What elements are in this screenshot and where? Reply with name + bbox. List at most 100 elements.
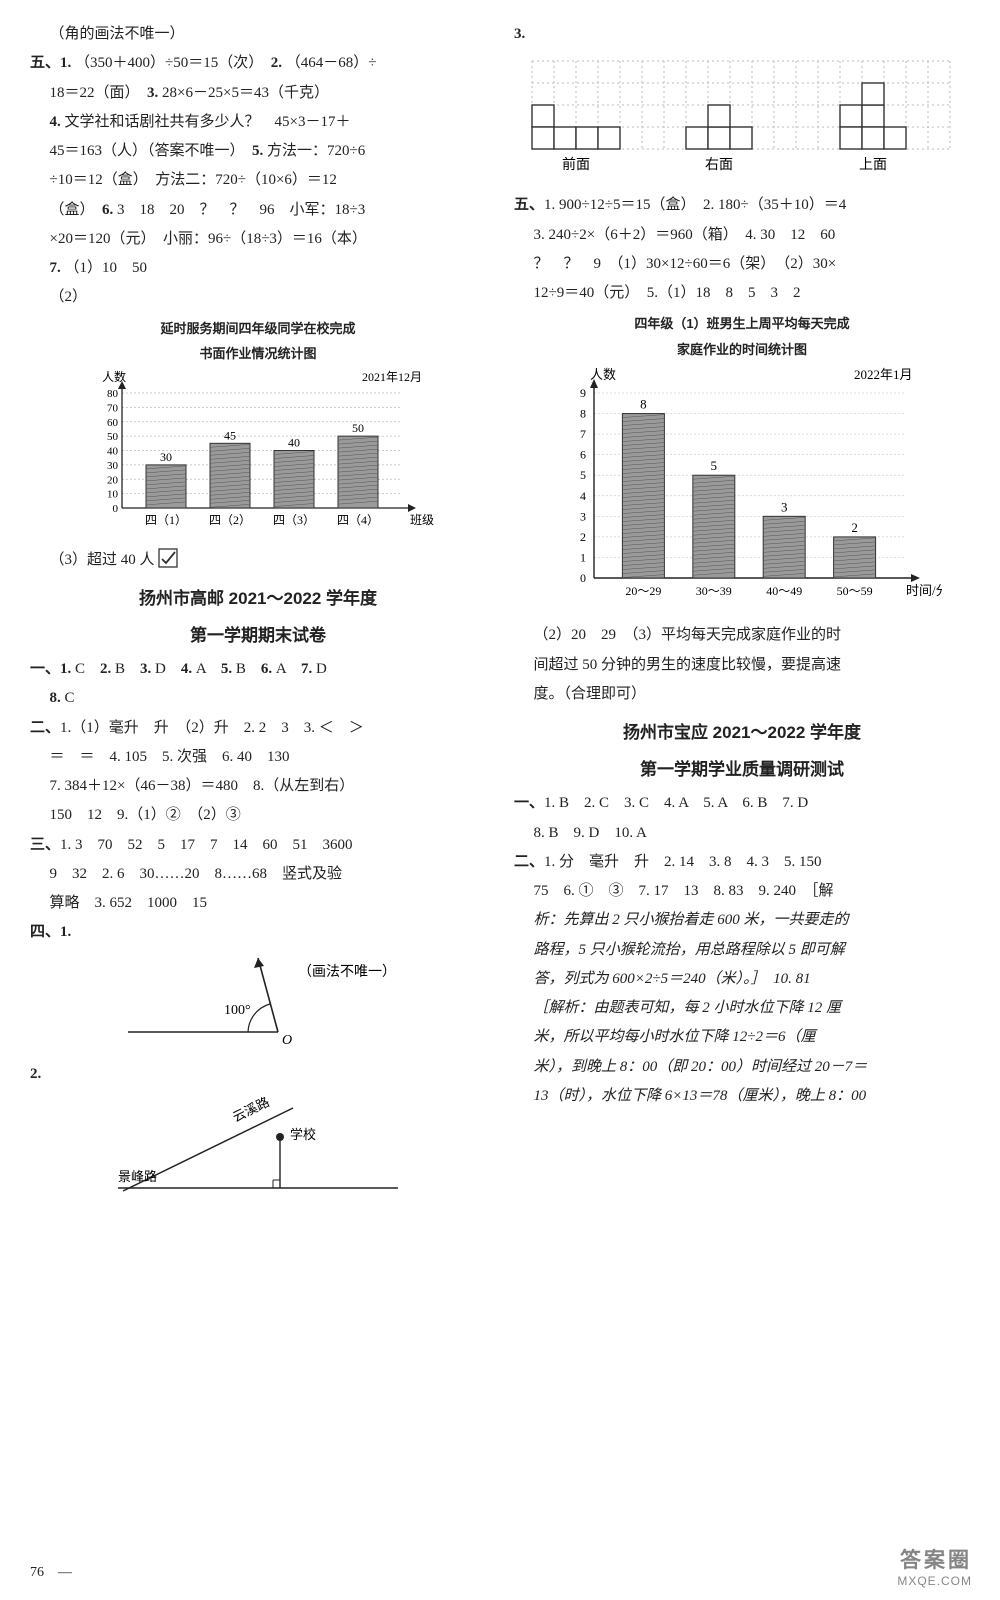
sec5-line4: 45＝163（人）（答案不唯一） 5. 方法一：720÷6 <box>30 137 486 166</box>
r5-label: 五、 <box>514 197 544 213</box>
by-s1-l1: 一、1. B 2. C 3. C 4. A 5. A 6. B 7. D <box>514 789 970 818</box>
svg-text:班级: 班级 <box>410 513 434 527</box>
gy-s3-l2: 9 32 2. 6 30……20 8……68 竖式及验 <box>30 860 486 889</box>
chart2: 0123456789820～29530～39340～49250～59人数2022… <box>542 363 942 613</box>
checkbox-icon <box>158 548 178 568</box>
q72-label: （2） <box>50 289 88 305</box>
svg-text:0: 0 <box>113 503 119 515</box>
by-s2-l4: 路程，5 只小猴轮流抬，用总路程除以 5 即可解 <box>514 936 970 965</box>
road-drawing: 云溪路 景峰路 学校 <box>98 1093 418 1203</box>
svg-text:20～29: 20～29 <box>625 584 661 598</box>
watermark: 答案圈 MXQE.COM <box>897 1548 972 1588</box>
gy2l1: 1.（1）毫升 升 （2）升 2. 2 3 3. ＜ ＞ <box>60 720 364 736</box>
sec5-line8: 7. （1）10 50 <box>30 254 486 283</box>
gy-s3-l1: 三、1. 3 70 52 5 17 7 14 60 51 3600 <box>30 831 486 860</box>
q5c: （盒） <box>50 202 88 218</box>
by-s2-l1: 二、1. 分 毫升 升 2. 14 3. 8 4. 3 5. 150 <box>514 848 970 877</box>
svg-text:45: 45 <box>224 428 236 442</box>
q2a: （464－68）÷ <box>286 55 377 71</box>
baoying-title1: 扬州市宝应 2021～2022 学年度 <box>514 719 970 746</box>
svg-text:右面: 右面 <box>705 157 733 173</box>
angle-note: （角的画法不唯一） <box>30 20 486 49</box>
q4a: 文学社和话剧社共有多少人？ 45×3－17＋ <box>65 114 351 130</box>
r-sec5-l2: 3. 240÷2×（6＋2）＝960（箱） 4. 30 12 60 <box>514 221 970 250</box>
svg-text:30: 30 <box>107 459 119 471</box>
gy-s2-l3: 7. 384＋12×（46－38）＝480 8.（从左到右） <box>30 772 486 801</box>
angle-drawing: 100° O （画法不唯一） <box>98 952 418 1052</box>
gy-s4-label: 四、1. <box>30 924 71 940</box>
q7-2: （2） <box>30 283 486 312</box>
svg-text:50: 50 <box>107 431 119 443</box>
svg-text:2: 2 <box>580 530 586 544</box>
svg-text:2: 2 <box>851 520 858 535</box>
by-s2-l9: 13（时），水位下降 6×13＝78（厘米），晚上 8：00 <box>514 1082 970 1111</box>
gy3l1: 1. 3 70 52 5 17 7 14 60 51 3600 <box>60 837 353 853</box>
gy-s4-l1: 四、1. <box>30 918 486 947</box>
svg-text:2021年12月: 2021年12月 <box>362 370 422 384</box>
after-c2-l2: 间超过 50 分钟的男生的速度比较慢，要提高速 <box>514 651 970 680</box>
by-s1-label: 一、 <box>514 795 544 811</box>
svg-text:四（1）: 四（1） <box>145 513 187 527</box>
by-s2-l8: 米），到晚上 8：00（即 20：00）时间经过 20－7＝ <box>514 1053 970 1082</box>
by-s2-l5: 答，列式为 600×2÷5＝240（米）。］ 10. 81 <box>514 965 970 994</box>
svg-text:人数: 人数 <box>102 369 126 384</box>
chart1: 0102030405060708030四（1）45四（2）40四（3）50四（4… <box>78 368 438 538</box>
svg-text:50～59: 50～59 <box>837 584 873 598</box>
q73-text: （3）超过 40 人 <box>50 552 155 568</box>
svg-text:四（3）: 四（3） <box>273 513 315 527</box>
q4b: 45＝163（人）（答案不唯一） <box>50 143 238 159</box>
svg-text:30: 30 <box>160 449 172 463</box>
svg-text:3: 3 <box>781 500 788 515</box>
svg-text:70: 70 <box>107 402 119 414</box>
r-sec5-l1: 五、1. 900÷12÷5＝15（盒） 2. 180÷（35＋10）＝4 <box>514 191 970 220</box>
gy-s2-l1: 二、1.（1）毫升 升 （2）升 2. 2 3 3. ＜ ＞ <box>30 714 486 743</box>
svg-text:景峰路: 景峰路 <box>118 1169 157 1184</box>
by1l1: 1. B 2. C 3. C 4. A 5. A 6. B 7. D <box>544 795 808 811</box>
svg-text:2022年1月: 2022年1月 <box>854 367 913 382</box>
sec5-line5: ÷10＝12（盒） 方法二：720÷（10×6）＝12 <box>30 166 486 195</box>
svg-text:1: 1 <box>580 551 586 565</box>
r-sec5-l3: ？ ？ 9 （1）30×12÷60＝6（架） （2）30× <box>514 250 970 279</box>
svg-text:60: 60 <box>107 416 119 428</box>
svg-text:四（2）: 四（2） <box>209 513 251 527</box>
svg-text:时间/分: 时间/分 <box>906 583 942 598</box>
chart2-title1: 四年级（1）班男生上周平均每天完成 <box>514 314 970 334</box>
chart2-title2: 家庭作业的时间统计图 <box>514 340 970 360</box>
svg-text:云溪路: 云溪路 <box>230 1094 272 1125</box>
svg-text:（画法不唯一）: （画法不唯一） <box>298 964 396 980</box>
views-drawing: 前面右面上面 <box>522 53 962 183</box>
svg-text:40: 40 <box>288 435 300 449</box>
q1: （350＋400）÷50＝15（次） <box>75 55 256 71</box>
right-column: 3. 前面右面上面 五、1. 900÷12÷5＝15（盒） 2. 180÷（35… <box>514 20 970 1211</box>
gy-s1-label: 一、 <box>30 661 60 677</box>
chart1-title2: 书面作业情况统计图 <box>30 344 486 364</box>
r-top3: 3. <box>514 20 970 49</box>
r3-label: 3. <box>514 26 525 42</box>
svg-text:O: O <box>282 1033 292 1048</box>
q7: （1）10 50 <box>65 260 148 276</box>
svg-text:8: 8 <box>640 397 647 412</box>
q6a: 3 18 20 ？ ？ 96 小军：18÷3 <box>117 202 365 218</box>
svg-text:人数: 人数 <box>590 367 616 382</box>
svg-text:80: 80 <box>107 388 119 400</box>
by-s2-l6: ［解析：由题表可知，每 2 小时水位下降 12 厘 <box>514 994 970 1023</box>
q2b: 18＝22（面） <box>50 85 133 101</box>
chart1-title1: 延时服务期间四年级同学在校完成 <box>30 319 486 339</box>
svg-text:3: 3 <box>580 510 586 524</box>
after-c2-l3: 度。（合理即可） <box>514 680 970 709</box>
gy-s2-l2: ＝ ＝ 4. 105 5. 次强 6. 40 130 <box>30 743 486 772</box>
by2l1: 1. 分 毫升 升 2. 14 3. 8 4. 3 5. 150 <box>544 854 822 870</box>
gaoyou-title2: 第一学期期末试卷 <box>30 622 486 649</box>
gy-s2-label: 二、 <box>30 720 60 736</box>
svg-text:10: 10 <box>107 488 119 500</box>
sec5-line7: ×20＝120（元） 小丽：96÷（18÷3）＝16（本） <box>30 225 486 254</box>
by-s2-l3: 析：先算出 2 只小猴抬着走 600 米，一共要走的 <box>514 906 970 935</box>
svg-text:6: 6 <box>580 448 586 462</box>
sec5-line1: 五、1. （350＋400）÷50＝15（次） 2. （464－68）÷ <box>30 49 486 78</box>
sec5-line2: 18＝22（面） 3. 28×6－25×5＝43（千克） <box>30 79 486 108</box>
sec5-line6: （盒） 6. 3 18 20 ？ ？ 96 小军：18÷3 <box>30 196 486 225</box>
r-sec5-l4: 12÷9＝40（元） 5.（1）18 8 5 3 2 <box>514 279 970 308</box>
svg-text:40～49: 40～49 <box>766 584 802 598</box>
q5a: 方法一：720÷6 <box>267 143 365 159</box>
q7-3: （3）超过 40 人 <box>30 546 486 575</box>
